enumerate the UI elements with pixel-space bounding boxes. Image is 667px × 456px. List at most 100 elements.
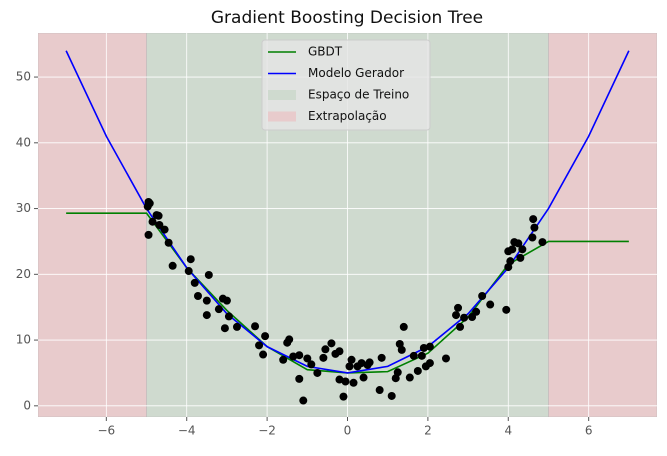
x-tick-label: 6 (585, 424, 593, 438)
scatter-point (279, 355, 288, 364)
scatter-point (285, 335, 294, 344)
scatter-point (222, 296, 231, 305)
scatter-point (251, 322, 260, 331)
scatter-point (345, 362, 354, 371)
scatter-point (399, 322, 408, 331)
scatter-point (204, 270, 213, 279)
scatter-point (190, 278, 199, 287)
scatter-point (144, 230, 153, 239)
scatter-point (341, 377, 350, 386)
scatter-point (359, 373, 368, 382)
x-tick-label: 0 (344, 424, 352, 438)
scatter-point (202, 311, 211, 320)
plot-layer (38, 33, 657, 417)
scatter-point (454, 303, 463, 312)
y-tick-label: 40 (16, 135, 31, 149)
scatter-point (516, 253, 525, 262)
scatter-point (295, 374, 304, 383)
scatter-point (417, 351, 426, 360)
scatter-point (224, 312, 233, 321)
legend-box (261, 39, 431, 131)
scatter-point (460, 313, 469, 322)
scatter-point (506, 257, 515, 266)
scatter-point (202, 296, 211, 305)
scatter-point (530, 223, 539, 232)
scatter-point (259, 350, 268, 359)
scatter-point (193, 292, 202, 301)
scatter-point (409, 351, 418, 360)
scatter-point (289, 352, 298, 361)
scatter-point (303, 354, 312, 363)
scatter-point (299, 396, 308, 405)
scatter-point (375, 386, 384, 395)
legend-label: Modelo Gerador (308, 66, 404, 80)
scatter-point (393, 368, 402, 377)
scatter-point (160, 225, 169, 234)
scatter-point (313, 368, 322, 377)
scatter-point (327, 339, 336, 348)
legend-swatch (268, 111, 296, 122)
scatter-point (335, 347, 344, 356)
y-tick-label: 0 (23, 398, 31, 412)
scatter-point (377, 353, 386, 362)
y-tick-label: 50 (16, 70, 31, 84)
scatter-point (405, 373, 414, 382)
scatter-point (357, 359, 366, 368)
legend-label: Espaço de Treino (308, 88, 409, 102)
legend: GBDT Modelo Gerador Espaço de Treino Extrap… (261, 39, 431, 131)
y-tick-label: 30 (16, 201, 31, 215)
legend-label: GBDT (308, 45, 343, 59)
scatter-point (335, 375, 344, 384)
scatter-point (508, 245, 517, 254)
scatter-point (425, 359, 434, 368)
scatter-point (472, 307, 481, 316)
scatter-point (154, 211, 163, 220)
scatter-point (164, 238, 173, 247)
scatter-point (528, 233, 537, 242)
scatter-point (452, 311, 461, 320)
scatter-point (184, 267, 193, 276)
x-tick-label: 4 (504, 424, 512, 438)
scatter-point (321, 345, 330, 354)
scatter-point (145, 199, 154, 208)
scatter-point (502, 305, 511, 314)
scatter-point (387, 391, 396, 400)
scatter-point (319, 353, 328, 362)
scatter-point (220, 324, 229, 333)
scatter-point (486, 300, 495, 309)
legend-label: Extrapolação (308, 109, 387, 123)
scatter-point (456, 322, 465, 331)
span (548, 33, 657, 417)
scatter-point (347, 355, 356, 364)
chart-title: Gradient Boosting Decision Tree (211, 8, 483, 28)
scatter-point (148, 217, 157, 226)
scatter-point (295, 351, 304, 360)
scatter-point (518, 245, 527, 254)
scatter-point (514, 239, 523, 248)
scatter-point (478, 292, 487, 301)
scatter-point (441, 354, 450, 363)
scatter-point (155, 221, 164, 229)
scatter-point (425, 342, 434, 351)
scatter-point (413, 366, 422, 375)
scatter-point (186, 255, 195, 264)
scatter-point (261, 332, 270, 341)
x-tick-label: −6 (97, 424, 115, 438)
scatter-point (365, 358, 374, 367)
legend-swatch (268, 90, 296, 100)
span (38, 33, 147, 417)
scatter-point (232, 322, 241, 331)
x-tick-label: −4 (178, 424, 196, 438)
scatter-point (339, 392, 348, 401)
scatter-point (529, 215, 538, 224)
scatter-point (255, 341, 264, 350)
x-tick-label: 2 (424, 424, 432, 438)
scatter-point (349, 378, 358, 387)
scatter-point (214, 305, 223, 314)
y-tick-label: 10 (16, 333, 31, 347)
scatter-point (419, 343, 428, 352)
scatter-point (397, 345, 406, 354)
scatter-point (538, 238, 547, 247)
y-tick-label: 20 (16, 267, 31, 281)
